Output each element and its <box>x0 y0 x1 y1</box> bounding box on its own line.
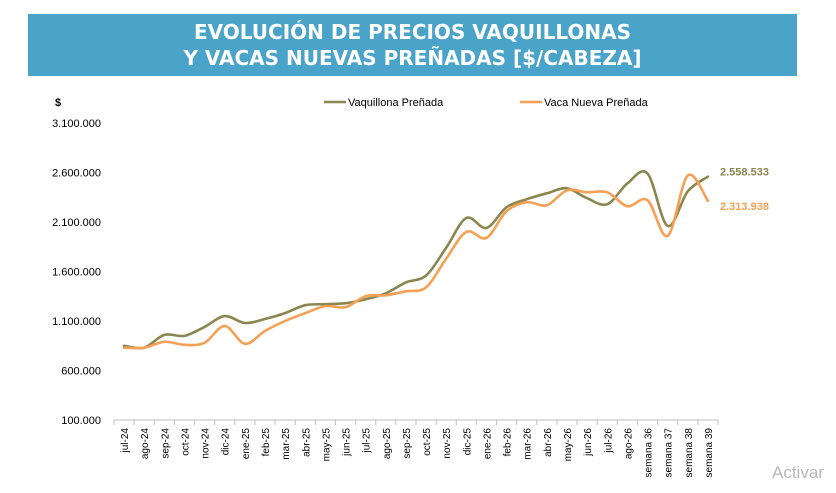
x-tick-label: ago-24 <box>140 428 151 460</box>
series-line-1 <box>122 170 710 350</box>
x-tick-label: jun-25 <box>342 428 353 457</box>
x-tick-label: nov-25 <box>442 428 453 459</box>
y-tick-label: 600.000 <box>61 366 101 378</box>
x-tick-label: feb-26 <box>503 428 514 457</box>
x-tick-label: jun-26 <box>583 428 594 457</box>
end-value-label-2: 2.313.938 <box>720 201 769 213</box>
chart-title-banner: EVOLUCIÓN DE PRECIOS VAQUILLONAS Y VACAS… <box>28 14 797 76</box>
x-tick-label: jul-24 <box>120 428 131 454</box>
x-tick-label: ene-26 <box>482 428 493 460</box>
x-tick-label: dic-25 <box>462 428 473 456</box>
x-tick-label: jul-26 <box>603 428 614 454</box>
x-tick-label: semana 37 <box>664 428 675 478</box>
x-tick-label: sep-25 <box>402 428 413 459</box>
x-tick-label: semana 36 <box>644 428 655 478</box>
x-tick-label: semana 38 <box>684 428 695 478</box>
x-tick-label: semana 39 <box>704 428 715 478</box>
x-tick-label: sep-24 <box>160 428 171 459</box>
x-tick-label: jul-25 <box>362 428 373 454</box>
x-tick-label: may-25 <box>321 428 332 462</box>
x-tick-label: mar-25 <box>281 428 292 460</box>
x-tick-label: dic-24 <box>221 428 232 456</box>
x-tick-label: oct-24 <box>180 428 191 456</box>
legend-label-1: Vaquillona Preñada <box>348 97 444 109</box>
y-tick-label: 3.100.000 <box>52 118 101 130</box>
x-tick-label: ene-25 <box>241 428 252 460</box>
y-tick-label: 100.000 <box>61 415 101 427</box>
y-tick-label: 2.600.000 <box>52 168 101 180</box>
x-tick-label: feb-25 <box>261 428 272 457</box>
legend-label-2: Vaca Nueva Preñada <box>544 97 649 109</box>
y-tick-label: 2.100.000 <box>52 217 101 229</box>
chart-title-line-2: Y VACAS NUEVAS PREÑADAS [$/CABEZA] <box>183 46 642 70</box>
x-tick-label: abr-26 <box>543 428 554 457</box>
y-tick-label: 1.600.000 <box>52 267 101 279</box>
end-value-label-1: 2.558.533 <box>720 167 769 179</box>
series-line-2 <box>122 173 710 350</box>
x-tick-label: oct-25 <box>422 428 433 456</box>
x-tick-label: abr-25 <box>301 428 312 457</box>
y-tick-label: 1.100.000 <box>52 316 101 328</box>
x-tick-label: ago-25 <box>382 428 393 460</box>
x-tick-label: mar-26 <box>523 428 534 460</box>
x-tick-label: nov-24 <box>201 428 212 459</box>
y-axis-label: $ <box>55 97 61 109</box>
x-tick-label: may-26 <box>563 428 574 462</box>
chart-title-line-1: EVOLUCIÓN DE PRECIOS VAQUILLONAS <box>193 20 631 44</box>
x-tick-label: ago-26 <box>623 428 634 460</box>
activation-watermark: Activar <box>772 463 824 482</box>
